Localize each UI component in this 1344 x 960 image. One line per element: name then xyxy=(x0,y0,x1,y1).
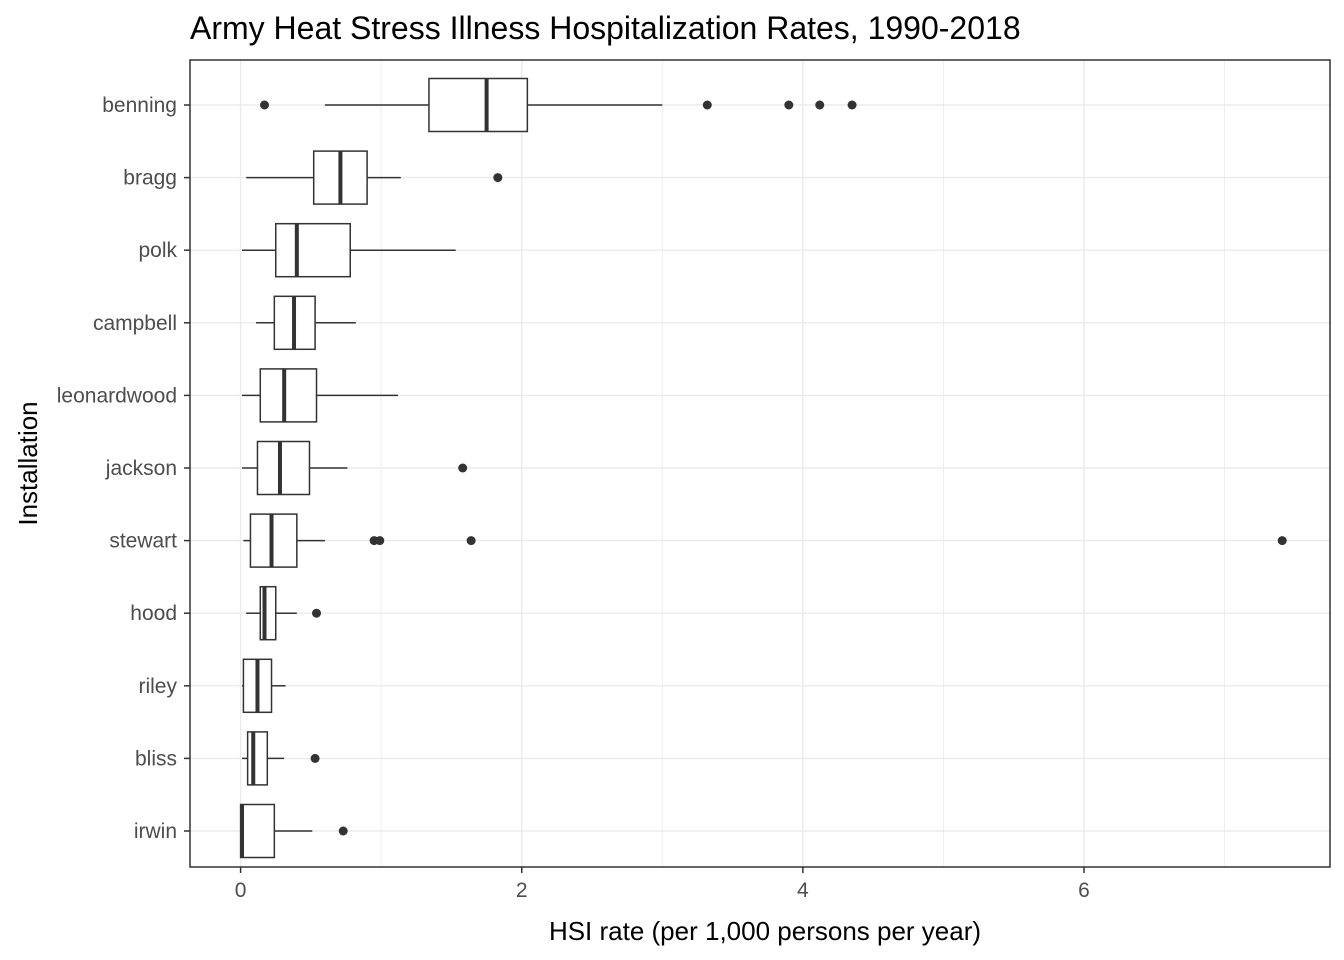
outlier-point xyxy=(493,173,503,183)
box-iqr xyxy=(256,440,311,496)
box-iqr xyxy=(428,77,529,133)
box-leonardwood xyxy=(242,368,399,423)
outlier-point xyxy=(310,753,320,763)
outlier-point xyxy=(375,536,385,546)
box-riley xyxy=(242,658,286,714)
box-series xyxy=(239,77,1287,859)
y-axis-title: Installation xyxy=(13,401,43,525)
box-iqr xyxy=(274,222,351,278)
outlier-point xyxy=(1277,536,1287,546)
y-tick-label: hood xyxy=(130,602,177,625)
y-tick-label: bliss xyxy=(135,747,177,770)
chart-title: Army Heat Stress Illness Hospitalization… xyxy=(190,10,1021,46)
x-axis-title: HSI rate (per 1,000 persons per year) xyxy=(549,916,981,946)
box-iqr xyxy=(249,513,298,568)
x-tick-label: 0 xyxy=(235,879,247,902)
outlier-point xyxy=(702,100,712,110)
outlier-point xyxy=(784,100,794,110)
y-tick-label: benning xyxy=(102,94,177,117)
outlier-point xyxy=(458,463,468,473)
outlier-point xyxy=(260,100,270,110)
y-tick-label: irwin xyxy=(134,820,177,843)
y-tick-label: campbell xyxy=(93,312,177,335)
axes: 0 2 4 6 benning bragg polk campbell leonardwood j… xyxy=(57,94,1090,902)
y-tick-label: polk xyxy=(138,239,177,262)
outlier-point xyxy=(815,100,825,110)
box-polk xyxy=(242,222,456,278)
box-benning xyxy=(260,77,857,133)
outlier-point xyxy=(312,608,322,618)
x-tick-label: 2 xyxy=(516,879,528,902)
y-tick-label: leonardwood xyxy=(57,384,177,407)
y-tick-label: bragg xyxy=(123,167,177,190)
outlier-point xyxy=(466,536,476,546)
box-iqr xyxy=(239,803,276,859)
box-campbell xyxy=(256,295,356,351)
box-hood xyxy=(246,585,322,641)
box-bliss xyxy=(242,731,320,786)
outlier-point xyxy=(338,826,348,836)
box-iqr xyxy=(259,368,318,423)
outlier-point xyxy=(847,100,857,110)
box-jackson xyxy=(242,440,468,496)
box-iqr xyxy=(246,731,269,786)
box-irwin xyxy=(239,803,348,859)
panel-border xyxy=(189,59,1331,868)
y-tick-label: stewart xyxy=(109,530,177,553)
y-tick-label: riley xyxy=(138,675,177,698)
x-tick-label: 6 xyxy=(1078,879,1090,902)
y-tick-label: jackson xyxy=(105,457,177,480)
box-stewart xyxy=(243,513,1287,568)
box-bragg xyxy=(246,150,503,205)
x-tick-label: 4 xyxy=(797,879,809,902)
